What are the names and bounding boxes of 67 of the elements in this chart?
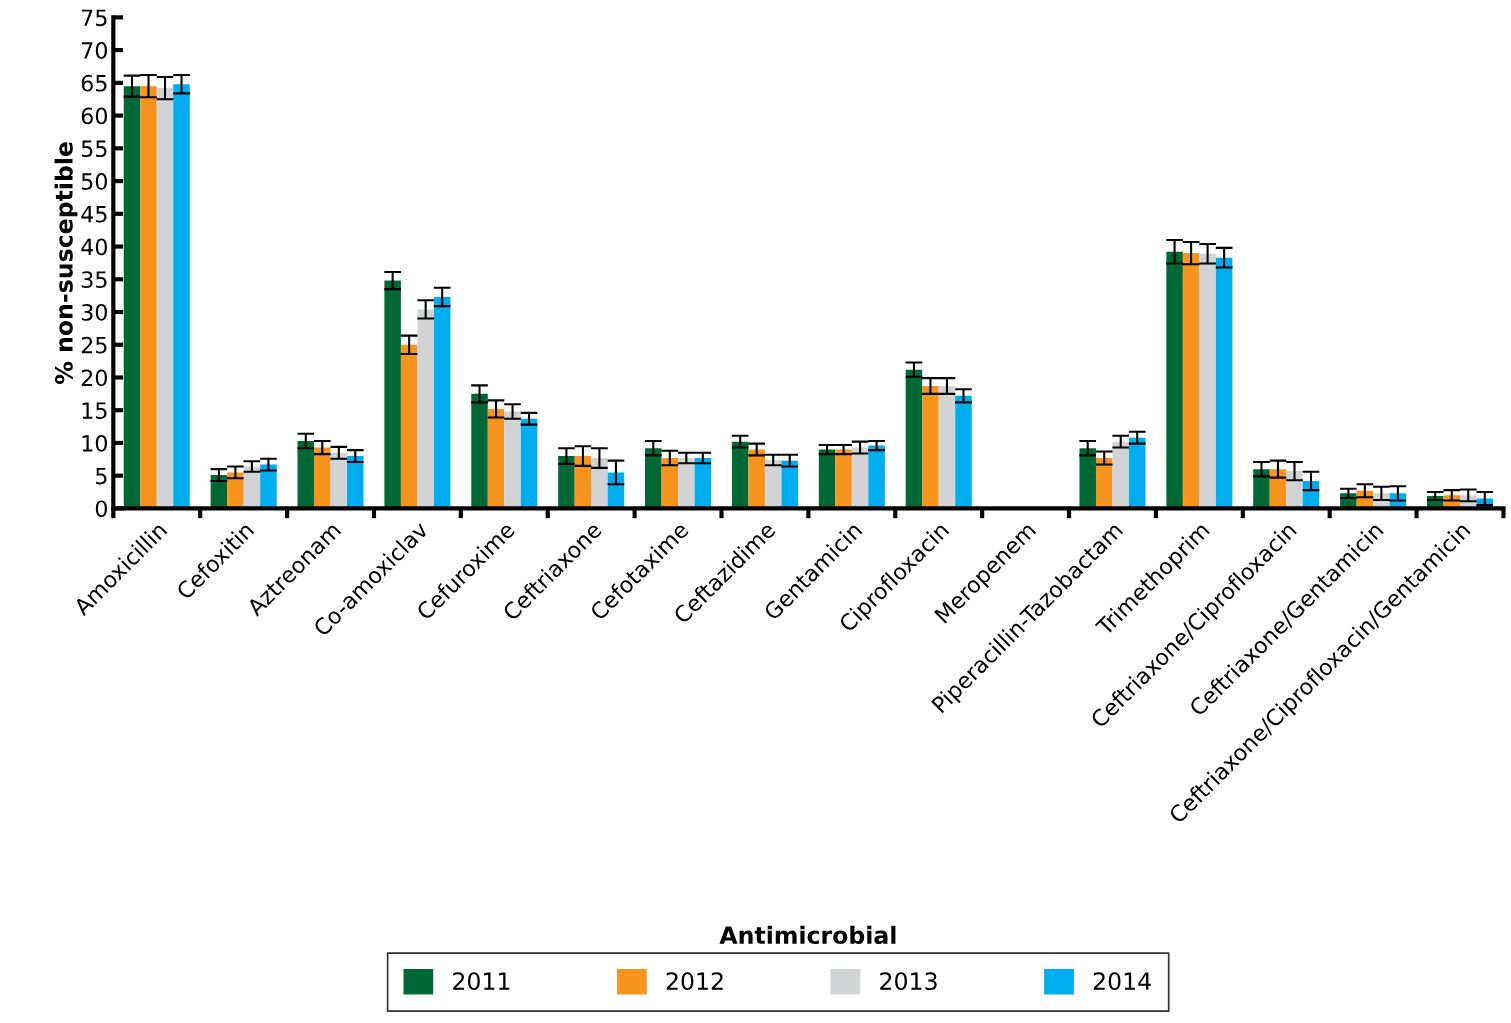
- y-tick-label: 25: [81, 336, 107, 354]
- legend-label: 2013: [880, 972, 937, 991]
- bar: [314, 447, 331, 509]
- bar: [433, 296, 451, 509]
- bar: [400, 344, 418, 509]
- bar: [678, 458, 695, 509]
- bar: [1079, 448, 1096, 509]
- y-tick-label: 65: [81, 74, 107, 92]
- y-tick-label: 10: [82, 434, 107, 452]
- bar: [905, 369, 923, 509]
- legend-label: 2014: [1093, 972, 1151, 991]
- y-axis-title: % non-susceptible: [54, 142, 78, 385]
- y-tick-label: 35: [81, 271, 107, 289]
- bar: [955, 395, 972, 509]
- y-tick-label: 55: [81, 140, 107, 158]
- y-tick-label: 0: [95, 500, 107, 518]
- legend-label: 2012: [666, 972, 723, 991]
- bar: [1253, 469, 1270, 509]
- bar: [851, 447, 869, 509]
- bar: [330, 452, 348, 509]
- bar: [764, 459, 782, 509]
- bar: [818, 449, 836, 509]
- bar: [1128, 437, 1146, 509]
- y-tick-label: 45: [81, 206, 107, 223]
- bar: [645, 448, 662, 509]
- bar: [558, 456, 575, 509]
- bar: [260, 464, 277, 509]
- bar: [487, 408, 505, 509]
- bar: [922, 386, 939, 509]
- bar: [1215, 257, 1233, 509]
- bar: [694, 458, 712, 509]
- bar: [1286, 471, 1303, 509]
- bar: [123, 86, 141, 509]
- bar: [1112, 441, 1129, 509]
- bar: [1166, 251, 1183, 509]
- bar: [140, 86, 157, 509]
- y-tick-label: 60: [81, 107, 107, 125]
- bar: [835, 449, 852, 509]
- y-tick-label: 75: [82, 9, 107, 27]
- x-axis-title: Antimicrobial: [719, 925, 896, 945]
- y-tick-label: 40: [81, 238, 107, 256]
- bar: [1199, 253, 1216, 509]
- bar: [347, 456, 364, 509]
- y-tick-label: 50: [81, 173, 107, 190]
- y-tick-label: 70: [82, 42, 107, 59]
- bar: [417, 309, 434, 509]
- bar: [520, 418, 538, 509]
- bar: [868, 445, 885, 509]
- y-tick-label: 5: [96, 467, 107, 485]
- bar: [938, 386, 956, 509]
- legend-label: 2011: [453, 972, 510, 991]
- bar: [173, 84, 190, 509]
- bar: [661, 458, 679, 509]
- bar: [504, 411, 521, 509]
- bar: [156, 88, 174, 509]
- bar: [227, 472, 244, 509]
- bar: [574, 456, 592, 509]
- y-tick-label: 15: [82, 402, 107, 419]
- bar: [748, 449, 765, 509]
- bar: [471, 393, 488, 509]
- bar: [384, 280, 401, 509]
- bar: [731, 441, 749, 509]
- y-tick-label: 30: [81, 303, 107, 321]
- bar: [591, 458, 608, 509]
- bar: [1095, 458, 1113, 509]
- bar: [1182, 253, 1200, 509]
- y-tick-label: 20: [81, 369, 107, 387]
